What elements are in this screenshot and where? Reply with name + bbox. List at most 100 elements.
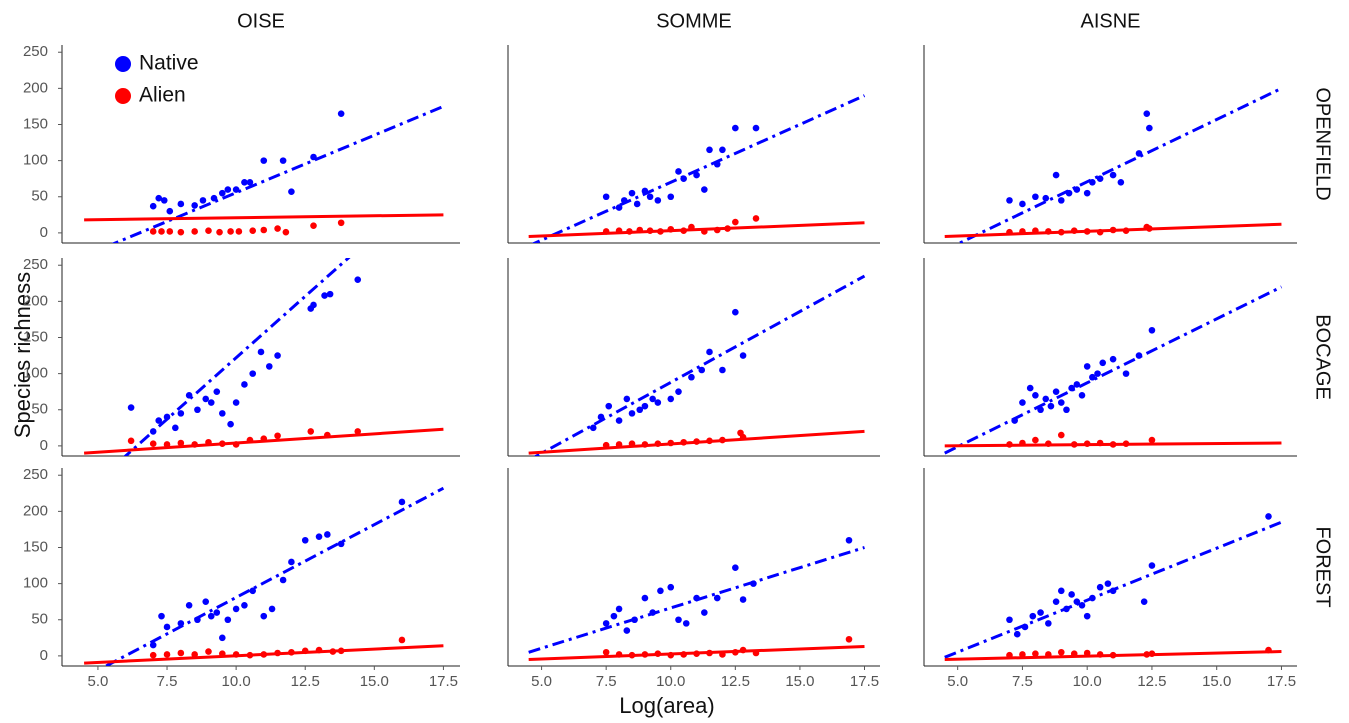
point [260,226,268,234]
point [288,558,295,566]
point [641,594,649,602]
point [1047,402,1055,410]
point [202,598,210,605]
y-tick-label: 200 [23,79,48,96]
point [1057,587,1065,595]
point [1117,178,1125,186]
point [732,564,739,572]
point [246,178,254,186]
point [1026,384,1034,392]
y-tick-label: 200 [23,292,48,309]
y-tick-label: 50 [31,611,48,628]
trend-line [84,427,444,455]
point [602,620,610,627]
point [667,583,675,591]
point [1083,612,1091,620]
point [219,189,226,197]
point [205,227,212,235]
point [732,218,739,226]
x-tick-label: 15.0 [360,673,389,690]
point [1032,650,1039,658]
point [1104,580,1112,587]
trend-line [123,258,351,456]
x-tick-label: 5.0 [947,673,968,690]
point [326,290,334,298]
point [1148,436,1156,444]
point [398,498,406,506]
point [149,651,157,659]
point [1078,391,1086,399]
point [279,576,287,584]
point [1099,359,1107,367]
point [310,301,317,309]
point [693,171,700,179]
point [1083,189,1091,197]
point [713,594,721,602]
point [249,587,257,595]
point [739,352,747,359]
trend-line [944,222,1282,238]
point [274,225,281,232]
panel: 5.0 7.5 10.0 12.5 15.0 17.5 [923,468,1297,690]
point [1019,651,1026,658]
column-title: AISNE [1080,10,1140,32]
trend-line [533,274,866,456]
y-tick-label: 200 [23,502,48,519]
x-tick-label: 10.0 [656,673,685,690]
point [191,228,198,235]
x-tick-label: 17.5 [850,673,879,690]
point [1013,630,1021,638]
point [675,616,682,624]
point [232,186,240,193]
point [235,228,243,235]
x-tick-label: 17.5 [429,673,458,690]
point [675,168,682,175]
point [682,620,690,627]
point [1052,388,1060,395]
point [310,222,317,229]
column-title: SOMME [656,10,732,32]
point [1109,355,1117,363]
x-tick-label: 5.0 [531,673,552,690]
point [241,178,248,186]
point [202,395,210,403]
point [337,110,345,117]
trend-line [944,285,1283,455]
point [1032,391,1039,399]
point [636,406,644,414]
point [160,197,168,204]
point [845,635,853,643]
point [654,197,662,204]
point [337,540,345,548]
point [155,194,163,202]
point [1006,616,1013,624]
point [1057,399,1065,406]
point [719,146,726,154]
point [127,437,135,445]
point [268,605,276,613]
point [158,612,165,620]
panel [507,258,880,457]
point [1042,395,1050,403]
point [1265,513,1272,520]
point [288,188,295,195]
point [199,197,207,204]
y-tick-label: 0 [40,437,48,454]
point [274,432,281,440]
point [1146,124,1153,132]
point [1006,197,1013,204]
point [633,200,641,208]
point [628,410,636,417]
point [602,648,610,656]
x-tick-label: 10.0 [222,673,251,690]
point [1122,370,1130,377]
legend-marker [115,88,131,104]
y-tick-label: 50 [31,401,48,418]
point [227,228,234,235]
point [257,348,265,356]
point [149,202,157,210]
point [1032,193,1039,201]
point [265,363,273,370]
point [1096,175,1104,182]
point [260,612,268,620]
